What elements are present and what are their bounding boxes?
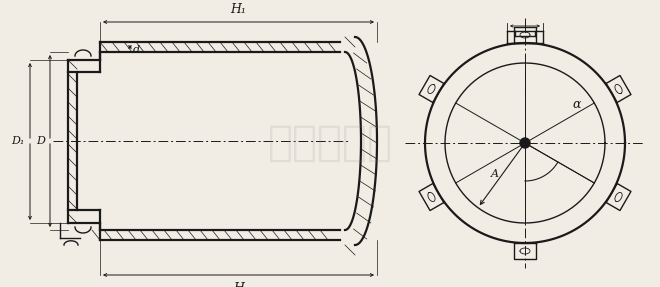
Text: 城池工业炉: 城池工业炉 [267,122,393,164]
Text: D: D [36,136,45,146]
Circle shape [520,138,530,148]
Text: D₁: D₁ [12,136,25,146]
Text: d: d [133,45,140,55]
Text: H: H [233,282,244,287]
Text: α: α [573,98,581,112]
Text: H₁: H₁ [230,3,246,16]
Text: A: A [490,169,498,179]
